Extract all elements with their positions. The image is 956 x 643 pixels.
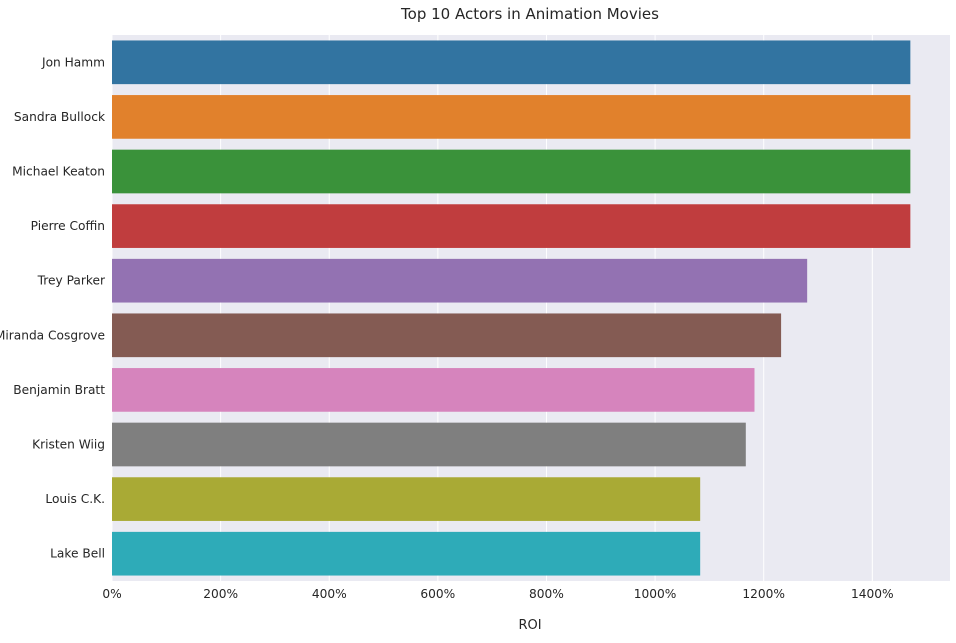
y-tick-label: Sandra Bullock: [14, 110, 106, 124]
x-tick-label: 1000%: [634, 587, 677, 601]
x-axis-label: ROI: [518, 618, 541, 633]
bar-miranda-cosgrove: [112, 313, 782, 358]
bar-kristen-wiig: [112, 422, 746, 467]
y-tick-label: Miranda Cosgrove: [0, 328, 105, 342]
y-tick-labels: Jon Hamm Sandra Bullock Michael Keaton Pier…: [0, 55, 106, 560]
x-tick-label: 1400%: [851, 587, 894, 601]
bar-louis-c-k: [112, 477, 701, 521]
y-tick-label: Michael Keaton: [12, 165, 105, 179]
bar-sandra-bullock: [112, 95, 911, 139]
y-tick-label: Pierre Coffin: [31, 219, 105, 233]
x-tick-labels: 0% 200% 400% 600% 800% 1000% 1200% 1400%: [102, 587, 893, 601]
y-tick-label: Louis C.K.: [45, 492, 105, 506]
y-tick-label: Jon Hamm: [41, 55, 105, 69]
bar-trey-parker: [112, 258, 808, 303]
x-tick-label: 400%: [312, 587, 347, 601]
x-tick-label: 600%: [420, 587, 455, 601]
bar-pierre-coffin: [112, 204, 911, 248]
bars: [112, 40, 911, 576]
bar-jon-hamm: [112, 40, 911, 85]
bar-benjamin-bratt: [112, 368, 755, 412]
x-tick-label: 0%: [102, 587, 121, 601]
y-tick-label: Kristen Wiig: [32, 438, 105, 452]
x-tick-label: 200%: [203, 587, 238, 601]
y-tick-label: Benjamin Bratt: [13, 383, 105, 397]
x-tick-label: 1200%: [742, 587, 785, 601]
bar-michael-keaton: [112, 149, 911, 194]
chart-title: Top 10 Actors in Animation Movies: [400, 5, 659, 23]
x-tick-label: 800%: [529, 587, 564, 601]
bar-lake-bell: [112, 531, 701, 576]
y-tick-label: Lake Bell: [50, 547, 105, 561]
y-tick-label: Trey Parker: [37, 274, 106, 288]
